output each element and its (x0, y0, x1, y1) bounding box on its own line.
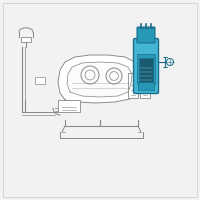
Bar (35, 77, 45, 84)
Polygon shape (67, 62, 132, 97)
Bar (137, 54, 155, 84)
Bar (128, 73, 138, 98)
Bar (139, 58, 153, 82)
Bar (21, 37, 31, 42)
FancyBboxPatch shape (137, 27, 155, 43)
Bar (138, 82, 154, 90)
Bar (140, 76, 150, 98)
Bar (58, 100, 80, 112)
FancyBboxPatch shape (134, 38, 158, 94)
Polygon shape (58, 55, 140, 103)
